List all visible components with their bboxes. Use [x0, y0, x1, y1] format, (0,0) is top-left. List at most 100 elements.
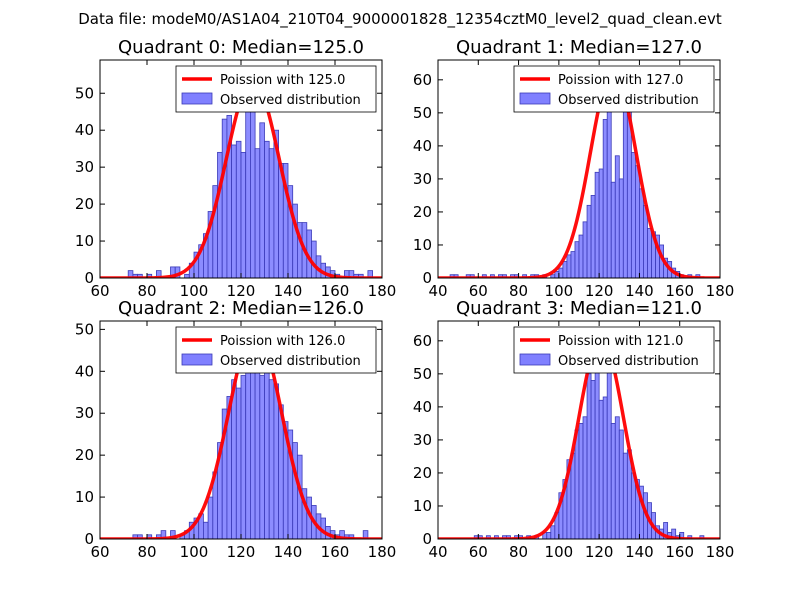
histogram-bar	[647, 228, 652, 278]
histogram-bar	[231, 379, 237, 539]
y-tick-label: 40	[75, 121, 94, 139]
x-tick-label: 160	[665, 282, 694, 300]
histogram-bar	[546, 531, 552, 539]
x-tick-label: 60	[469, 543, 488, 561]
legend-label-poisson: Poission with 125.0	[220, 73, 345, 88]
y-tick-label: 10	[75, 488, 94, 506]
legend-label-poisson: Poission with 126.0	[220, 334, 345, 349]
histogram-bar	[582, 221, 588, 278]
legend-label-observed: Observed distribution	[220, 93, 361, 108]
y-tick-label: 40	[75, 362, 94, 380]
histogram-bar	[594, 363, 600, 539]
histogram-bar	[249, 362, 256, 539]
histogram-bar	[562, 261, 568, 278]
histogram-bar	[268, 379, 275, 539]
histogram-bar	[594, 171, 600, 278]
histogram-bar	[610, 181, 616, 278]
x-tick-label: 80	[137, 543, 156, 561]
y-tick-label: 40	[413, 398, 432, 416]
y-tick-label: 10	[75, 232, 94, 250]
histogram-bar	[566, 254, 572, 278]
x-tick-label: 80	[509, 543, 528, 561]
x-tick-label: 100	[180, 282, 209, 300]
x-tick-label: 140	[274, 543, 303, 561]
histogram-bar	[586, 373, 592, 539]
x-tick-label: 60	[90, 543, 109, 561]
legend-bar-swatch	[519, 353, 551, 366]
legend-label-poisson: Poission with 127.0	[558, 73, 683, 88]
quadrant-2-title: Quadrant 2: Median=126.0	[118, 298, 364, 319]
quadrant-1-legend: Poission with 127.0 Observed distribution	[513, 65, 715, 113]
x-tick-label: 140	[625, 282, 654, 300]
histogram-bar	[231, 144, 237, 278]
histogram-bar	[590, 195, 596, 278]
histogram-bar	[558, 267, 564, 278]
x-tick-label: 40	[428, 282, 447, 300]
quadrant-3-panel: Quadrant 3: Median=121.040 60 80 100 120 140 1…	[413, 298, 734, 561]
x-tick-label: 80	[509, 282, 528, 300]
x-tick-label: 100	[545, 282, 574, 300]
histogram-bar	[635, 165, 640, 278]
x-tick-label: 60	[469, 282, 488, 300]
legend-label-observed: Observed distribution	[558, 93, 699, 108]
y-tick-label: 50	[413, 104, 432, 122]
quadrant-1-panel: Quadrant 1: Median=127.040 60 80 100 120 140 1…	[413, 37, 734, 300]
histogram-bar	[235, 140, 242, 278]
histogram-bar	[610, 422, 616, 539]
x-tick-label: 100	[180, 543, 209, 561]
histogram-bar	[221, 118, 228, 278]
y-tick-label: 20	[413, 203, 432, 221]
y-tick-label: 60	[413, 71, 432, 89]
x-tick-label: 80	[137, 282, 156, 300]
y-tick-label: 30	[413, 431, 432, 449]
legend-label-observed: Observed distribution	[220, 354, 361, 369]
legend-label-observed: Observed distribution	[558, 354, 699, 369]
x-tick-label: 120	[227, 543, 256, 561]
histogram-bar	[264, 362, 270, 539]
histogram-bar	[273, 383, 279, 539]
histogram-bar	[268, 148, 275, 278]
histogram-bar	[249, 89, 256, 278]
histogram-bar	[184, 273, 190, 278]
x-tick-label: 140	[625, 543, 654, 561]
y-tick-label: 0	[422, 269, 432, 287]
x-tick-label: 180	[368, 543, 397, 561]
y-tick-label: 20	[75, 446, 94, 464]
y-tick-label: 50	[75, 320, 94, 338]
y-tick-label: 20	[75, 195, 94, 213]
y-tick-label: 0	[84, 269, 94, 287]
quadrant-0-panel: Quadrant 0: Median=125.060 80 100 120 140 160…	[75, 37, 396, 300]
histogram-bar	[602, 119, 608, 278]
figure-title: Data file: modeM0/AS1A04_210T04_90000018…	[78, 10, 722, 29]
histogram-bar	[235, 387, 242, 539]
quadrant-0-title: Quadrant 0: Median=125.0	[118, 37, 364, 58]
histogram-bar	[254, 148, 261, 278]
histogram-bar	[639, 188, 644, 278]
y-tick-label: 60	[413, 332, 432, 350]
x-tick-label: 160	[321, 543, 350, 561]
histogram-bar	[606, 366, 612, 539]
quadrant-1-axes	[437, 59, 721, 279]
y-tick-label: 40	[413, 137, 432, 155]
x-tick-label: 180	[368, 282, 397, 300]
y-tick-label: 0	[422, 530, 432, 548]
legend-bar-swatch	[181, 92, 213, 105]
legend-bar-swatch	[181, 353, 213, 366]
histogram-bar	[614, 416, 620, 539]
x-tick-label: 120	[227, 282, 256, 300]
histogram-bar	[586, 204, 592, 278]
histogram-bar	[630, 152, 636, 278]
histogram-bar	[207, 496, 214, 539]
x-tick-label: 180	[706, 543, 735, 561]
y-tick-label: 0	[84, 530, 94, 548]
histogram-bar	[598, 168, 604, 278]
histogram-bar	[570, 452, 576, 539]
legend-label-poisson: Poission with 121.0	[558, 334, 683, 349]
histogram-bar	[582, 416, 588, 539]
histogram-bar	[618, 429, 624, 539]
x-tick-label: 60	[90, 282, 109, 300]
x-tick-label: 120	[585, 543, 614, 561]
histogram-bar	[264, 140, 270, 278]
histogram-bar	[578, 422, 584, 539]
